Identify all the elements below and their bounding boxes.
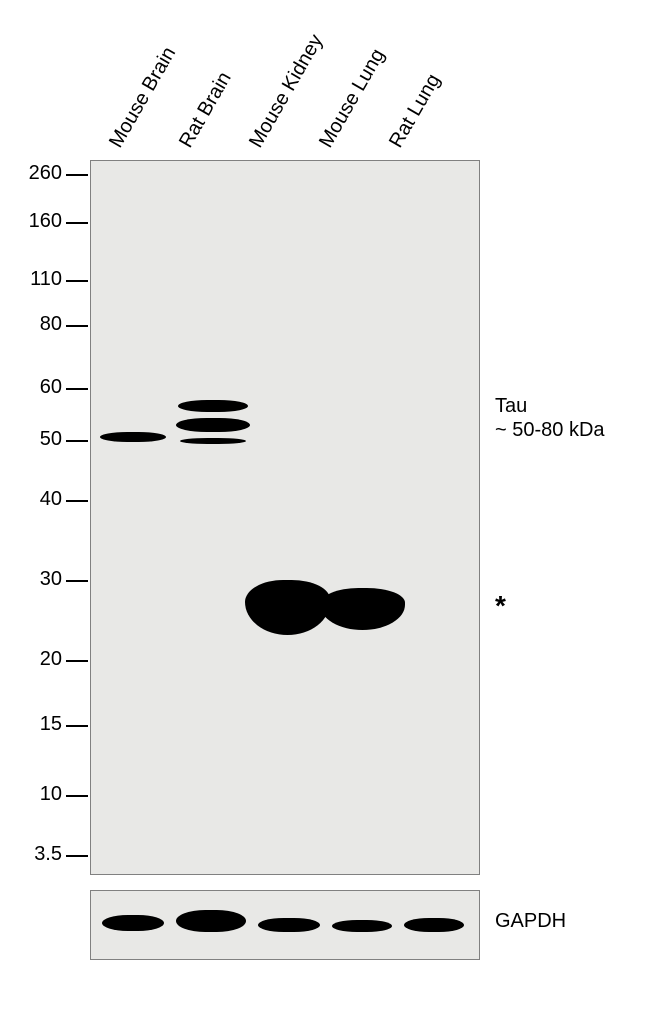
mw-label: 15 — [40, 713, 62, 736]
tau-band — [176, 418, 250, 432]
mw-label: 110 — [30, 268, 62, 291]
asterisk-label: * — [495, 590, 506, 622]
mw-tick — [66, 440, 88, 442]
lane-label: Mouse Brain — [105, 43, 181, 152]
tau-band — [180, 438, 246, 444]
mw-tick — [66, 174, 88, 176]
mw-tick — [66, 280, 88, 282]
mw-label: 10 — [40, 783, 62, 806]
mw-tick — [66, 855, 88, 857]
mw-label: 40 — [40, 488, 62, 511]
mw-label: 20 — [40, 648, 62, 671]
lane-label: Mouse Kidney — [245, 31, 328, 152]
lane-label: Rat Brain — [175, 68, 237, 152]
gapdh-band — [404, 918, 464, 932]
mw-tick — [66, 388, 88, 390]
mw-label: 3.5 — [34, 843, 62, 866]
tau-label-line1: Tau — [495, 395, 527, 418]
gapdh-band — [332, 920, 392, 932]
gapdh-band — [258, 918, 320, 932]
gapdh-label: GAPDH — [495, 910, 566, 933]
mw-label: 260 — [29, 162, 62, 185]
mw-tick — [66, 660, 88, 662]
tau-label-line2: ~ 50-80 kDa — [495, 419, 605, 442]
lane-label: Rat Lung — [385, 70, 446, 152]
mw-tick — [66, 580, 88, 582]
main-blot — [90, 160, 480, 875]
mw-tick — [66, 725, 88, 727]
mw-label: 60 — [40, 376, 62, 399]
mw-label: 160 — [29, 210, 62, 233]
tau-band — [178, 400, 248, 412]
mw-tick — [66, 500, 88, 502]
mw-label: 30 — [40, 568, 62, 591]
gapdh-band — [102, 915, 164, 931]
mw-label: 50 — [40, 428, 62, 451]
lane-label: Mouse Lung — [315, 45, 390, 152]
mw-tick — [66, 795, 88, 797]
tau-band — [100, 432, 166, 442]
mw-tick — [66, 325, 88, 327]
gapdh-band — [176, 910, 246, 932]
mw-label: 80 — [40, 313, 62, 336]
mw-tick — [66, 222, 88, 224]
